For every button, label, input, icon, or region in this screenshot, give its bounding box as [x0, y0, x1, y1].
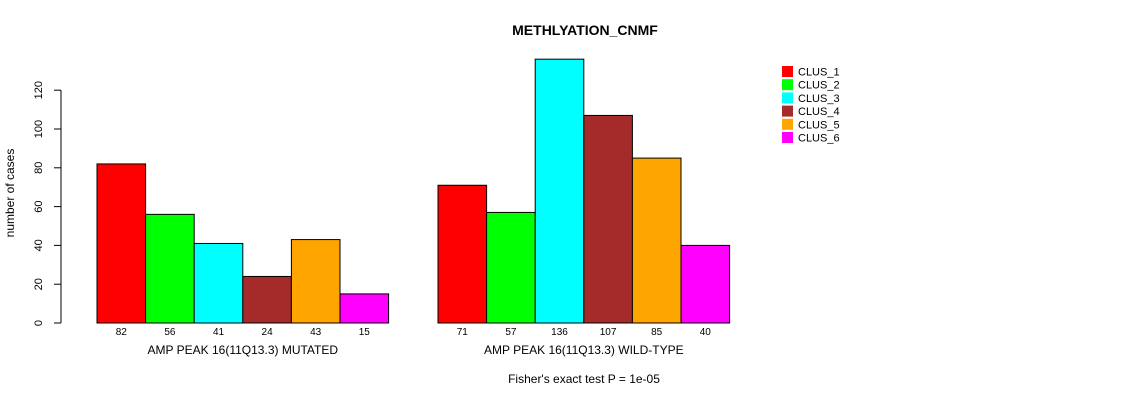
- bar-clus-2-group-2: [486, 211, 536, 324]
- bar-value-label: 15: [359, 327, 371, 338]
- legend-label: CLUS_1: [798, 67, 840, 79]
- legend-label: CLUS_6: [798, 133, 840, 145]
- fisher-test-footnote: Fisher's exact test P = 1e-05: [508, 372, 660, 386]
- legend-swatch: [782, 132, 793, 143]
- bar-value-label: 107: [600, 327, 617, 338]
- bar-value-label: 71: [457, 327, 469, 338]
- legend-label: CLUS_2: [798, 80, 840, 92]
- bar-clus-6-group-1: [339, 293, 390, 324]
- bar-clus-4-group-2: [583, 114, 633, 324]
- group-label-2: AMP PEAK 16(11Q13.3) WILD-TYPE: [484, 343, 684, 357]
- bar-clus-5-group-2: [631, 157, 682, 324]
- bar-value-label: 24: [262, 327, 274, 338]
- bars: [96, 58, 731, 324]
- legend-swatch: [782, 92, 793, 104]
- legend-swatch: [782, 105, 793, 117]
- legend-label: CLUS_4: [798, 106, 840, 118]
- bar-clus-4-group-1: [242, 275, 292, 324]
- y-tick-label: 100: [33, 120, 45, 138]
- legend-swatch: [782, 79, 793, 91]
- bar-clus-5-group-1: [290, 239, 341, 324]
- y-tick-label: 60: [33, 200, 45, 212]
- bar-value-label: 85: [651, 327, 663, 338]
- bar-value-label: 40: [700, 327, 712, 338]
- y-tick-label: 20: [33, 278, 45, 290]
- group-labels: AMP PEAK 16(11Q13.3) MUTATED AMP PEAK 16(…: [148, 343, 684, 357]
- bar-clus-1-group-1: [96, 163, 147, 324]
- y-tick-label: 120: [33, 81, 45, 99]
- bar-value-label: 56: [164, 327, 176, 338]
- legend-label: CLUS_3: [798, 93, 840, 105]
- chart-title: METHLYATION_CNMF: [512, 22, 658, 38]
- y-tick-label: 40: [33, 239, 45, 251]
- bar-value-label: 136: [551, 327, 568, 338]
- group-label-1: AMP PEAK 16(11Q13.3) MUTATED: [148, 343, 339, 357]
- bar-value-label: 43: [310, 327, 322, 338]
- y-axis-label: number of cases: [3, 149, 17, 238]
- bar-clus-2-group-1: [145, 213, 195, 324]
- legend-swatch: [782, 66, 793, 77]
- y-axis: 0 20 40 60 80 100 120: [33, 81, 62, 326]
- bar-clus-6-group-2: [680, 244, 731, 324]
- bar-clus-3-group-1: [193, 242, 244, 324]
- legend-swatch: [782, 118, 793, 130]
- bar-value-label: 82: [116, 327, 128, 338]
- bar-value-label: 41: [213, 327, 225, 338]
- legend-label: CLUS_5: [798, 119, 840, 131]
- bar-clus-3-group-2: [534, 58, 585, 324]
- y-tick-label: 80: [33, 162, 45, 174]
- value-labels: 82 56 41 24 43 15 71 57 136 107 85 40: [116, 327, 712, 338]
- bar-value-label: 57: [505, 327, 517, 338]
- bar-clus-1-group-2: [437, 184, 488, 324]
- y-tick-label: 0: [33, 320, 45, 326]
